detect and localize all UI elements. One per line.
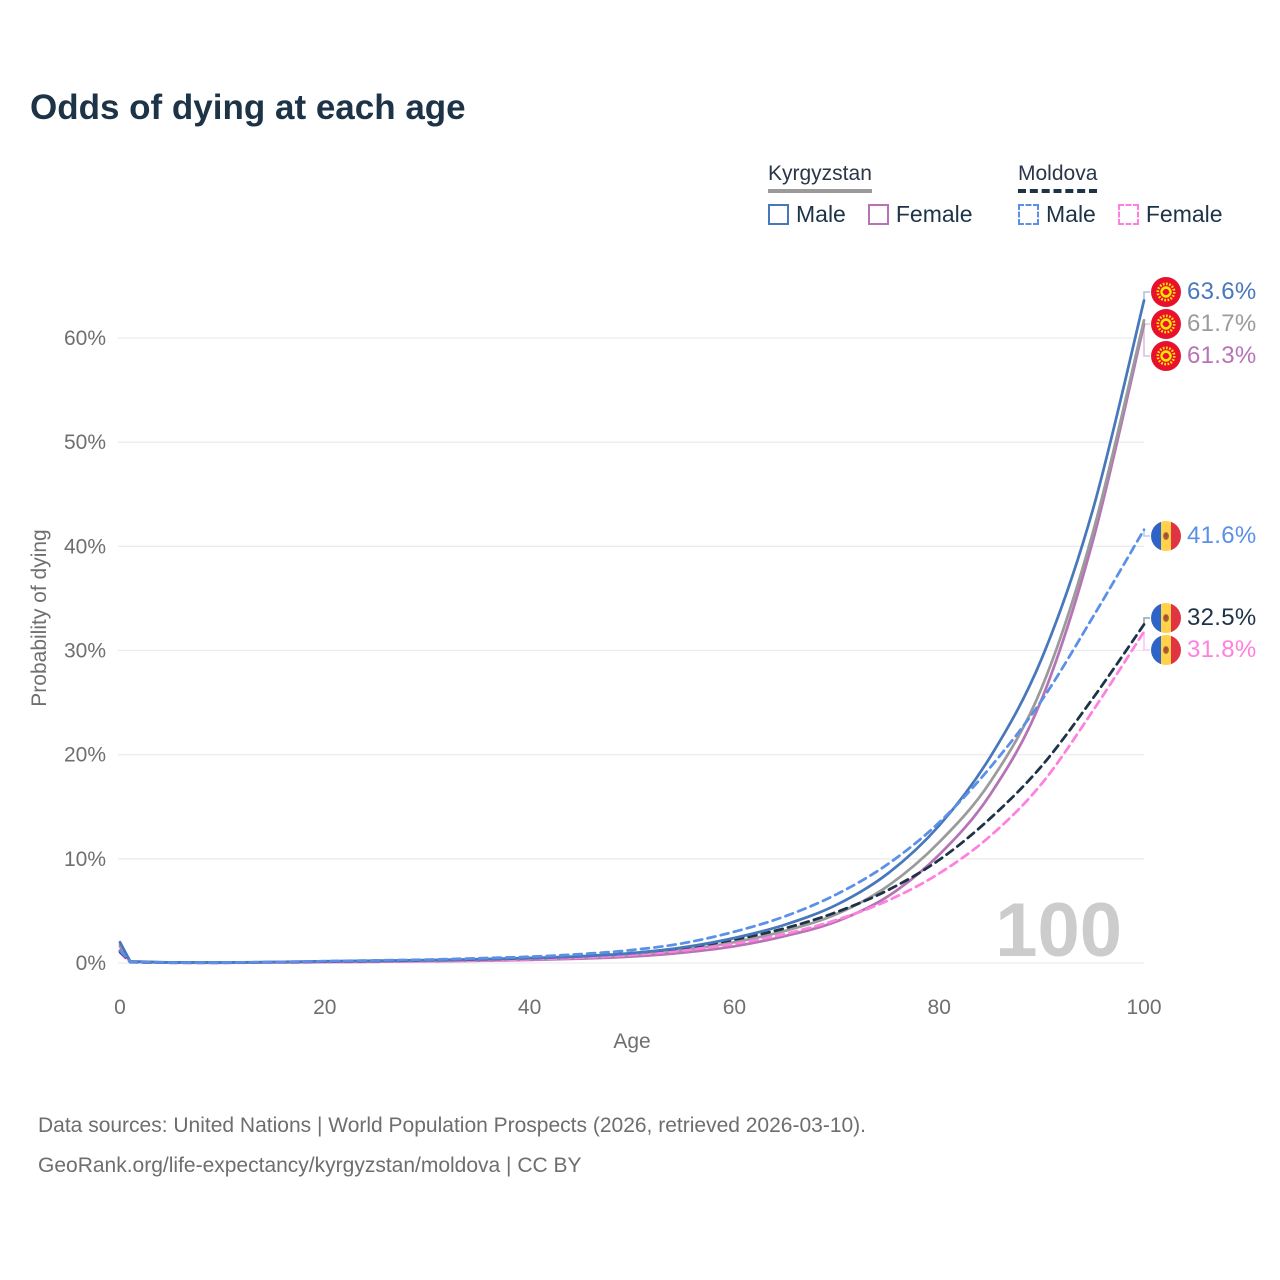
x-tick-label: 20 <box>313 996 336 1019</box>
end-label-value: 41.6% <box>1187 522 1257 549</box>
legend-label-kyrgyzstan-male: Male <box>796 201 846 227</box>
legend-toggle-moldova-male[interactable]: Male <box>1018 201 1096 228</box>
end-label-value: 32.5% <box>1187 604 1257 631</box>
end-label-value: 61.7% <box>1187 310 1257 337</box>
end-label-kyrgyzstan-both-sexes: 61.7% <box>1151 309 1257 339</box>
y-tick-label: 50% <box>64 431 106 454</box>
series-line-moldova-male <box>118 528 1146 965</box>
kyrgyzstan-flag-icon <box>1151 277 1181 307</box>
legend-label-kyrgyzstan-female: Female <box>895 201 973 227</box>
series-line-kyrgyzstan-female <box>118 323 1146 965</box>
legend-label-moldova-female: Female <box>1145 201 1223 227</box>
y-axis-title: Probability of dying <box>28 529 51 706</box>
legend-swatch-kyrgyzstan-male-icon[interactable] <box>768 204 789 225</box>
end-label-connector <box>1143 631 1150 651</box>
x-tick-label: 0 <box>114 996 126 1019</box>
legend-swatch-kyrgyzstan-female-icon[interactable] <box>867 204 889 225</box>
x-tick-label: 100 <box>1126 996 1161 1019</box>
x-tick-label: 40 <box>518 996 541 1019</box>
x-axis-title: Age <box>613 1030 650 1053</box>
legend-toggle-kyrgyzstan-female[interactable]: Female <box>867 201 973 228</box>
legend-toggle-moldova-female[interactable]: Female <box>1117 201 1223 228</box>
legend-country-moldova: Moldova <box>1018 162 1098 193</box>
x-tick-label: 80 <box>928 996 951 1019</box>
y-tick-label: 0% <box>76 952 106 975</box>
end-label-value: 63.6% <box>1187 278 1257 305</box>
end-label-kyrgyzstan-female: 61.3% <box>1151 341 1257 371</box>
x-tick-label: 60 <box>723 996 746 1019</box>
footer-sources: Data sources: United Nations | World Pop… <box>38 1114 867 1137</box>
moldova-flag-icon <box>1151 603 1181 633</box>
end-label-connector <box>1143 529 1150 537</box>
end-label-kyrgyzstan-male: 63.6% <box>1151 277 1257 307</box>
end-label-connector <box>1143 324 1150 357</box>
legend-group-kyrgyzstan: Kyrgyzstan Male Female <box>768 162 973 228</box>
footer: Data sources: United Nations | World Pop… <box>38 1106 866 1186</box>
kyrgyzstan-flag-icon <box>1151 341 1181 371</box>
legend-swatch-moldova-female-icon[interactable] <box>1117 204 1139 225</box>
end-label-moldova-both-sexes: 32.5% <box>1151 603 1257 633</box>
series-line-kyrgyzstan-male <box>118 299 1146 964</box>
legend-toggle-kyrgyzstan-male[interactable]: Male <box>768 201 846 228</box>
end-label-moldova-male: 41.6% <box>1151 521 1257 551</box>
legend-label-moldova-male: Male <box>1046 201 1096 227</box>
legend-swatch-moldova-male-icon[interactable] <box>1018 204 1039 225</box>
y-tick-label: 30% <box>64 639 106 662</box>
y-tick-label: 10% <box>64 848 106 871</box>
y-tick-label: 40% <box>64 535 106 558</box>
legend-country-kyrgyzstan: Kyrgyzstan <box>768 162 872 193</box>
legend-group-moldova: Moldova Male Female <box>1018 162 1223 228</box>
end-label-moldova-female: 31.8% <box>1151 635 1257 665</box>
end-label-connector <box>1143 617 1150 625</box>
moldova-flag-icon <box>1151 635 1181 665</box>
footer-attribution: GeoRank.org/life-expectancy/kyrgyzstan/m… <box>38 1154 582 1177</box>
end-label-value: 61.3% <box>1187 342 1257 369</box>
legend: Kyrgyzstan Male Female Moldova Male <box>0 0 1280 250</box>
moldova-flag-icon <box>1151 521 1181 551</box>
kyrgyzstan-flag-icon <box>1151 309 1181 339</box>
end-label-value: 31.8% <box>1187 636 1257 663</box>
end-label-connector <box>1143 291 1150 301</box>
series-line-kyrgyzstan-both-sexes <box>118 318 1146 965</box>
y-tick-label: 60% <box>64 327 106 350</box>
y-tick-label: 20% <box>64 744 106 767</box>
age-watermark: 100 <box>995 888 1122 973</box>
page-title: Odds of dying at each age <box>30 88 466 127</box>
series-line-moldova-female <box>118 630 1146 965</box>
